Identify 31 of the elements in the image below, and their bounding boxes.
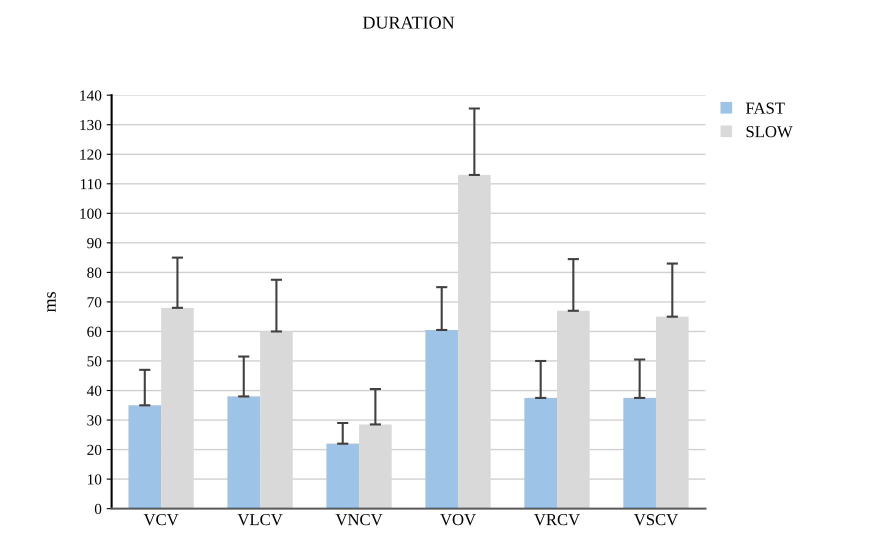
x-tick-label: VRCV <box>534 514 580 526</box>
bar <box>425 330 458 509</box>
y-tick-label: 20 <box>87 444 102 456</box>
y-tick-label: 110 <box>80 178 102 190</box>
y-tick-label: 130 <box>80 120 102 130</box>
x-tick-label: VCV <box>144 514 179 526</box>
x-tick-label: VNCV <box>336 514 382 526</box>
chart-title: DURATION <box>362 16 454 29</box>
y-tick-label: 100 <box>80 208 102 219</box>
bar <box>524 398 558 509</box>
y-tick-label: 90 <box>87 238 102 248</box>
y-tick-label: 80 <box>87 268 102 278</box>
y-axis-title: ms <box>47 292 56 312</box>
y-tick-label: 50 <box>88 356 102 366</box>
y-tick-label: 120 <box>80 149 102 160</box>
bar <box>227 396 260 509</box>
x-tick-label: VLCV <box>238 514 283 526</box>
legend-label: FAST <box>746 102 785 114</box>
bar <box>326 444 360 509</box>
y-tick-label: 0 <box>94 504 102 514</box>
x-tick-label: VOV <box>440 514 476 526</box>
x-tick-label: VSCV <box>634 514 678 526</box>
legend-label: SLOW <box>746 126 793 138</box>
y-tick-label: 10 <box>88 474 102 485</box>
y-tick-label: 30 <box>87 415 102 426</box>
bar <box>623 398 656 509</box>
y-tick-label: 40 <box>86 386 102 396</box>
bar <box>128 405 162 509</box>
y-tick-label: 70 <box>88 297 102 308</box>
y-tick-label: 60 <box>87 326 102 337</box>
y-tick-label: 140 <box>80 90 102 101</box>
